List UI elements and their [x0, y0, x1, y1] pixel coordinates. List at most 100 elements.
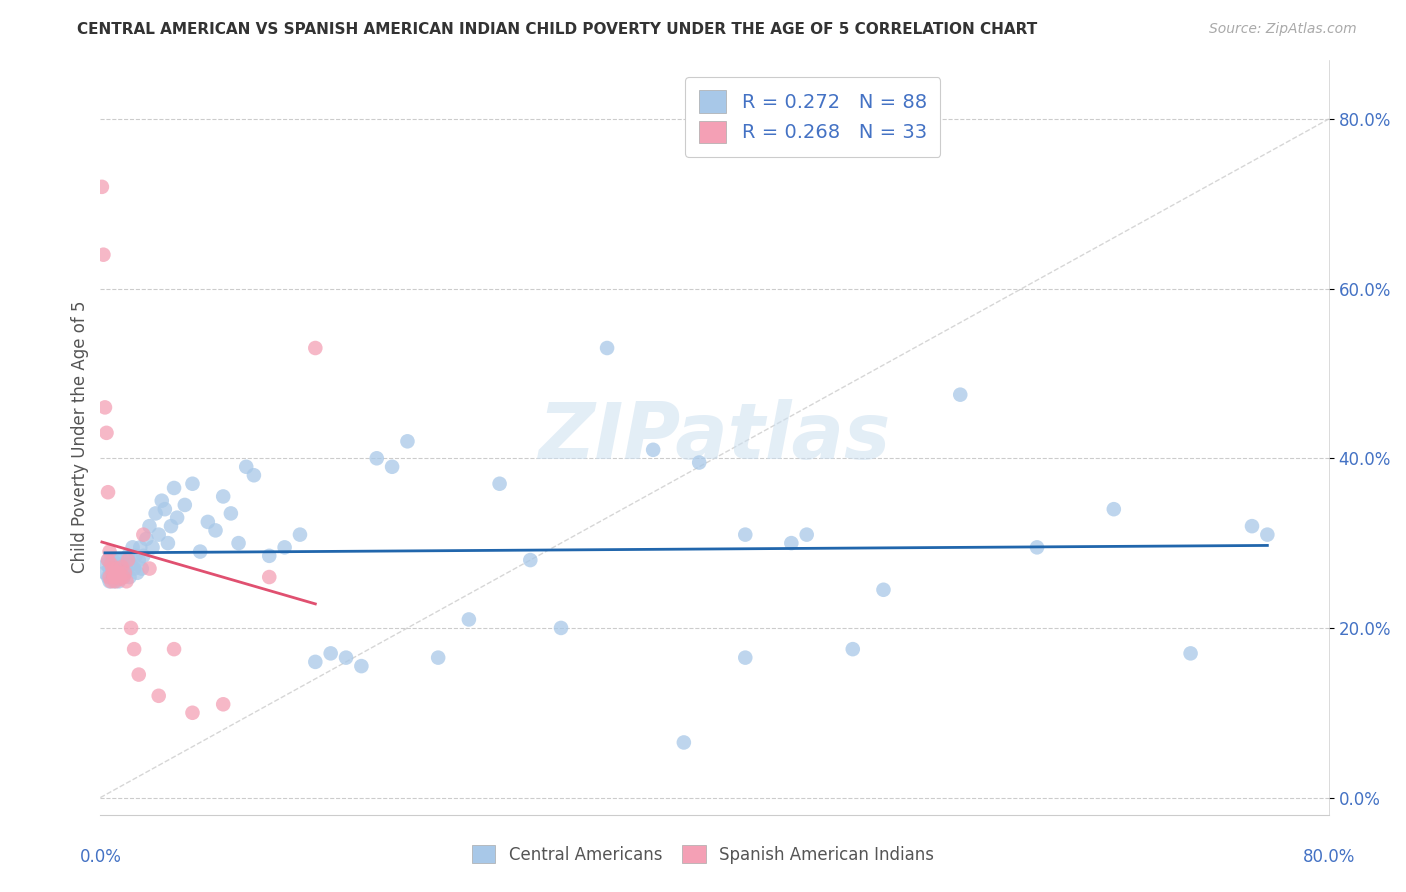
Point — [1102, 502, 1125, 516]
Point — [117, 553, 139, 567]
Point — [110, 572, 132, 586]
Point — [107, 561, 129, 575]
Point — [104, 574, 127, 589]
Point — [1256, 527, 1278, 541]
Point — [122, 561, 145, 575]
Point — [120, 621, 142, 635]
Point — [97, 553, 120, 567]
Point — [117, 549, 139, 563]
Point — [138, 519, 160, 533]
Point — [128, 667, 150, 681]
Point — [596, 341, 619, 355]
Point — [181, 706, 204, 720]
Point — [1180, 646, 1202, 660]
Point — [796, 527, 818, 541]
Point — [104, 558, 127, 572]
Point — [132, 527, 155, 541]
Point — [97, 485, 120, 500]
Point — [120, 558, 142, 572]
Point — [112, 558, 135, 572]
Point — [949, 387, 972, 401]
Point — [550, 621, 572, 635]
Point — [112, 570, 135, 584]
Point — [145, 507, 167, 521]
Point — [366, 451, 388, 466]
Text: CENTRAL AMERICAN VS SPANISH AMERICAN INDIAN CHILD POVERTY UNDER THE AGE OF 5 COR: CENTRAL AMERICAN VS SPANISH AMERICAN IND… — [77, 22, 1038, 37]
Y-axis label: Child Poverty Under the Age of 5: Child Poverty Under the Age of 5 — [72, 301, 89, 574]
Point — [163, 481, 186, 495]
Point — [107, 566, 129, 580]
Point — [115, 561, 138, 575]
Point — [96, 425, 118, 440]
Point — [204, 524, 226, 538]
Point — [101, 553, 124, 567]
Point — [872, 582, 894, 597]
Point — [488, 476, 510, 491]
Point — [105, 561, 128, 575]
Point — [103, 570, 125, 584]
Point — [212, 698, 235, 712]
Point — [148, 527, 170, 541]
Point — [101, 566, 124, 580]
Point — [131, 561, 153, 575]
Point — [173, 498, 195, 512]
Point — [94, 401, 117, 415]
Point — [105, 553, 128, 567]
Point — [98, 544, 121, 558]
Point — [93, 248, 115, 262]
Point — [112, 570, 135, 584]
Point — [104, 566, 127, 580]
Point — [1240, 519, 1263, 533]
Point — [734, 650, 756, 665]
Point — [166, 510, 188, 524]
Point — [118, 570, 141, 584]
Point — [228, 536, 250, 550]
Point — [100, 558, 122, 572]
Point — [1026, 541, 1049, 555]
Point — [212, 490, 235, 504]
Point — [427, 650, 450, 665]
Point — [98, 570, 121, 584]
Point — [156, 536, 179, 550]
Point — [350, 659, 373, 673]
Point — [122, 642, 145, 657]
Point — [519, 553, 541, 567]
Point — [235, 459, 257, 474]
Point — [197, 515, 219, 529]
Point — [111, 559, 134, 574]
Point — [124, 549, 146, 563]
Point — [259, 570, 281, 584]
Point — [150, 493, 173, 508]
Point — [98, 574, 121, 589]
Point — [111, 553, 134, 567]
Point — [688, 456, 710, 470]
Text: Source: ZipAtlas.com: Source: ZipAtlas.com — [1209, 22, 1357, 37]
Point — [114, 566, 136, 580]
Point — [142, 541, 165, 555]
Point — [107, 574, 129, 589]
Point — [98, 561, 121, 575]
Point — [153, 502, 176, 516]
Point — [129, 541, 152, 555]
Point — [672, 735, 695, 749]
Point — [97, 553, 120, 567]
Point — [457, 612, 479, 626]
Point — [148, 689, 170, 703]
Point — [780, 536, 803, 550]
Point — [103, 574, 125, 589]
Point — [273, 541, 295, 555]
Point — [115, 574, 138, 589]
Point — [96, 558, 118, 572]
Point — [103, 561, 125, 575]
Point — [842, 642, 865, 657]
Point — [259, 549, 281, 563]
Point — [127, 566, 149, 580]
Legend: R = 0.272   N = 88, R = 0.268   N = 33: R = 0.272 N = 88, R = 0.268 N = 33 — [685, 77, 941, 157]
Point — [734, 527, 756, 541]
Point — [101, 566, 124, 580]
Point — [396, 434, 419, 449]
Point — [114, 566, 136, 580]
Point — [97, 570, 120, 584]
Point — [105, 570, 128, 584]
Point — [304, 341, 326, 355]
